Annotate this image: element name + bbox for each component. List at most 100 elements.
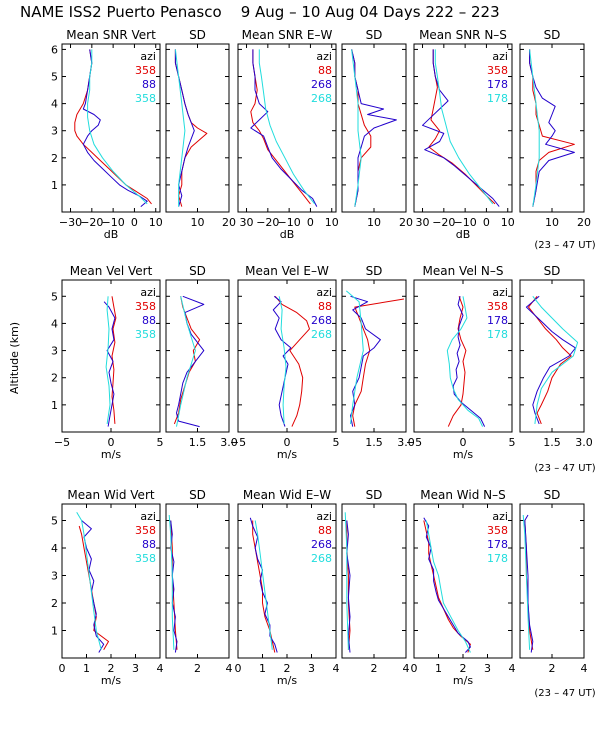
legend-entry-cyan: 358: [135, 552, 156, 565]
x-tick-label: 20: [577, 216, 591, 229]
legend-header: azi: [492, 510, 508, 523]
panel-title: Mean Wid Vert: [67, 488, 154, 502]
x-tick-label: 4: [581, 662, 588, 675]
legend-entry-cyan: 268: [311, 92, 332, 105]
series-line-red: [447, 296, 467, 427]
panel-title: SD: [366, 264, 383, 278]
legend-entry-blue: 178: [487, 538, 508, 551]
panel-vel-3: SD 1.5 3.0: [341, 264, 415, 449]
series-line-cyan: [434, 49, 494, 205]
panel-frame: [341, 279, 407, 433]
legend-header: azi: [140, 50, 156, 63]
x-tick-label: 3.0: [397, 436, 415, 449]
series-line-red: [274, 295, 310, 427]
series-line-cyan: [446, 296, 484, 427]
panel-wid-1: SD 2 4: [165, 488, 233, 675]
x-tick-label: 4: [226, 662, 233, 675]
series-line-red: [428, 49, 496, 205]
panel-title: Mean Wid E–W: [243, 488, 331, 502]
panel-frame: [61, 43, 161, 213]
legend-header: azi: [316, 286, 332, 299]
x-tick-label: 20: [222, 216, 236, 229]
time-note-row1: (23 – 47 UT): [534, 240, 595, 251]
y-tick-label: 5: [51, 515, 58, 528]
x-axis-label: m/s: [453, 448, 473, 461]
series-line-red: [250, 49, 311, 205]
x-tick-label: 3.0: [220, 436, 238, 449]
series-line-red: [423, 520, 471, 653]
series-line-blue: [524, 514, 534, 653]
y-tick-label: 5: [51, 290, 58, 303]
x-tick-label: −5: [230, 436, 246, 449]
x-axis-label: dB: [280, 228, 295, 241]
series-line-red: [170, 520, 178, 650]
x-tick-label: 1: [259, 662, 266, 675]
series-line-blue: [350, 295, 381, 427]
series-line-blue: [423, 517, 471, 653]
legend-header: azi: [316, 510, 332, 523]
x-tick-label: 3: [308, 662, 315, 675]
series-line-red: [78, 525, 109, 651]
panel-frame: [519, 279, 585, 433]
legend-entry-cyan: 358: [135, 328, 156, 341]
x-tick-label: −20: [80, 216, 103, 229]
x-tick-label: 20: [399, 216, 413, 229]
series-line-cyan: [529, 49, 540, 207]
x-tick-label: 2: [371, 662, 378, 675]
legend-entry-cyan: 358: [135, 92, 156, 105]
panel-wid-3: SD 2 4: [341, 488, 410, 675]
x-tick-label: −10: [454, 216, 477, 229]
x-tick-label: 5: [333, 436, 340, 449]
x-tick-label: 3.0: [575, 436, 593, 449]
series-line-blue: [272, 295, 292, 427]
panel-title: SD: [189, 488, 206, 502]
panel-frame: [519, 503, 585, 659]
y-tick-label: 2: [51, 372, 58, 385]
x-tick-label: −5: [406, 436, 422, 449]
y-tick-label: 3: [51, 345, 58, 358]
x-tick-label: −20: [432, 216, 455, 229]
y-tick-label: 3: [51, 570, 58, 583]
x-tick-label: 0: [307, 216, 314, 229]
x-tick-label: 2: [284, 662, 291, 675]
legend-header: azi: [492, 286, 508, 299]
x-tick-label: 10: [501, 216, 515, 229]
series-line-cyan: [76, 512, 102, 650]
panel-wid-5: SD 2 4: [519, 488, 588, 675]
legend-entry-blue: 88: [142, 314, 156, 327]
legend-entry-red: 88: [318, 64, 332, 77]
x-tick-label: 1.5: [365, 436, 383, 449]
x-axis-label: m/s: [453, 674, 473, 687]
panel-title: SD: [544, 264, 561, 278]
x-tick-label: 3: [132, 662, 139, 675]
panel-frame: [165, 279, 230, 433]
legend-header: azi: [140, 510, 156, 523]
legend-entry-cyan: 268: [311, 552, 332, 565]
x-tick-label: 0: [411, 662, 418, 675]
x-axis-label: dB: [104, 228, 119, 241]
panel-title: Mean Vel E–W: [245, 264, 329, 278]
x-tick-label: 0: [131, 216, 138, 229]
legend-entry-red: 88: [318, 524, 332, 537]
panel-title: SD: [189, 28, 206, 42]
x-tick-label: 3: [484, 662, 491, 675]
series-line-cyan: [176, 296, 196, 427]
legend-entry-red: 88: [318, 300, 332, 313]
legend-entry-blue: 268: [311, 78, 332, 91]
series-line-cyan: [278, 296, 287, 424]
x-tick-label: 2: [194, 662, 201, 675]
legend-entry-cyan: 268: [311, 328, 332, 341]
panel-frame: [413, 43, 513, 213]
x-axis-label: m/s: [101, 674, 121, 687]
panel-snr-1: SD 10 20: [165, 28, 236, 229]
x-tick-label: 0: [235, 662, 242, 675]
series-line-cyan: [532, 295, 579, 424]
series-line-cyan: [105, 296, 111, 424]
